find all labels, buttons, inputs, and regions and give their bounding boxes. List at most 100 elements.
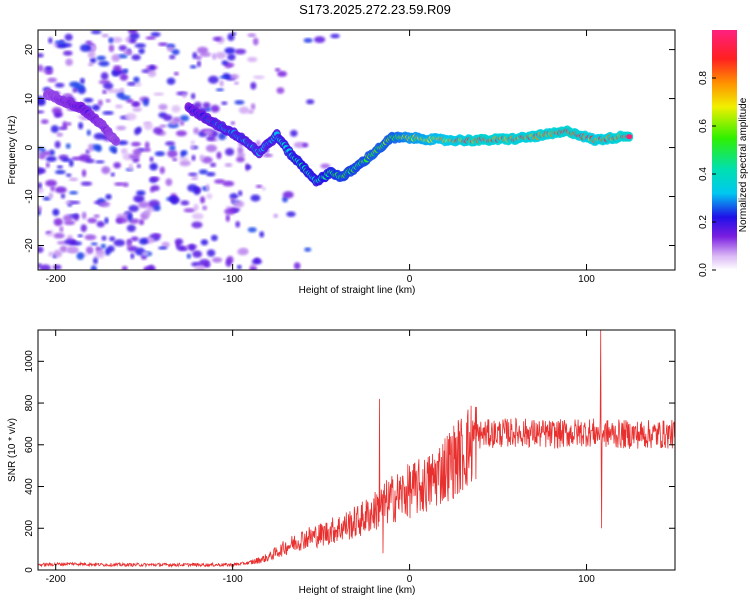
noise-speck <box>193 203 199 211</box>
noise-speck <box>188 172 198 177</box>
noise-speck <box>45 179 57 187</box>
noise-speck <box>114 182 125 186</box>
noise-speck <box>89 57 97 64</box>
noise-speck <box>128 204 139 213</box>
noise-speck <box>229 73 240 80</box>
noise-speck <box>136 164 141 168</box>
noise-speck <box>62 50 73 56</box>
spectrogram-frame <box>37 29 676 271</box>
noise-speck <box>247 56 258 63</box>
noise-speck <box>236 152 246 158</box>
noise-speck <box>50 125 59 133</box>
noise-speck <box>56 42 67 49</box>
noise-speck <box>180 200 190 206</box>
noise-speck <box>169 120 178 126</box>
noise-speck <box>93 200 101 205</box>
noise-speck <box>192 250 203 258</box>
noise-speck <box>108 44 115 53</box>
noise-speck <box>273 213 279 218</box>
noise-speck <box>212 36 222 42</box>
noise-speck <box>225 205 233 210</box>
snr-y-label: SNR (10 * v/v) <box>7 418 18 482</box>
noise-speck <box>39 264 51 270</box>
noise-speck <box>206 193 213 200</box>
noise-speck <box>68 177 79 182</box>
noise-speck <box>169 54 176 60</box>
noise-speck <box>209 162 217 168</box>
noise-speck <box>183 208 195 213</box>
noise-speck <box>38 246 44 254</box>
noise-speck <box>138 219 145 226</box>
noise-speck <box>98 60 110 67</box>
spectrogram-background <box>38 30 675 270</box>
noise-speck <box>290 129 298 137</box>
noise-speck <box>211 257 223 263</box>
noise-speck <box>111 54 121 62</box>
ridge-core <box>626 134 633 140</box>
noise-speck <box>92 257 98 265</box>
noise-speck <box>179 120 185 126</box>
noise-speck <box>173 71 179 76</box>
noise-speck <box>250 82 257 90</box>
noise-speck <box>215 51 227 59</box>
noise-speck <box>245 163 250 172</box>
noise-speck <box>105 98 111 103</box>
y-tick-label: 0 <box>24 144 35 150</box>
spectrogram-y-label: Frequency (Hz) <box>7 116 18 185</box>
noise-speck <box>210 104 220 113</box>
noise-speck <box>221 101 228 106</box>
noise-speck <box>306 99 315 105</box>
noise-speck <box>86 129 91 136</box>
noise-speck <box>93 214 100 218</box>
noise-speck <box>293 262 301 270</box>
noise-speck <box>130 253 135 260</box>
noise-speck <box>108 37 114 44</box>
noise-speck <box>234 48 247 55</box>
noise-speck <box>205 144 218 153</box>
noise-speck <box>234 81 239 85</box>
noise-speck <box>232 200 245 208</box>
x-tick-label: 0 <box>407 274 413 285</box>
y-tick-label: 20 <box>24 44 35 56</box>
y-tick-label: -20 <box>24 238 35 253</box>
noise-speck <box>164 141 176 146</box>
noise-speck <box>38 110 45 114</box>
noise-speck <box>330 33 340 39</box>
noise-speck <box>128 163 133 172</box>
noise-speck <box>85 40 93 45</box>
noise-speck <box>54 82 65 88</box>
y-tick-label: 200 <box>24 519 35 536</box>
noise-speck <box>143 148 151 152</box>
colorbar: 0.0 0.2 0.4 0.6 0.8 Normalized spectral ampl… <box>698 30 749 277</box>
noise-speck <box>65 58 73 66</box>
noise-speck <box>127 213 133 222</box>
noise-speck <box>133 194 145 203</box>
noise-speck <box>191 221 203 229</box>
noise-speck <box>186 253 191 259</box>
noise-speck <box>48 251 54 257</box>
noise-speck <box>102 111 114 115</box>
noise-speck <box>212 53 217 60</box>
noise-speck <box>109 236 116 242</box>
noise-speck <box>101 166 111 175</box>
y-tick-label: 10 <box>24 93 35 105</box>
noise-speck <box>54 140 61 149</box>
noise-speck <box>92 104 101 111</box>
noise-speck <box>150 185 160 192</box>
y-tick-label: 400 <box>24 478 35 495</box>
noise-speck <box>85 246 94 255</box>
noise-speck <box>250 194 261 202</box>
noise-speck <box>191 176 199 180</box>
y-tick-label: 800 <box>24 394 35 411</box>
noise-speck <box>175 130 187 137</box>
snr-x-ticks: -200 -100 0 100 <box>46 330 595 585</box>
noise-speck <box>116 217 129 224</box>
noise-speck <box>230 121 235 125</box>
noise-speck <box>159 124 167 128</box>
noise-speck <box>191 154 196 161</box>
noise-speck <box>100 243 107 249</box>
noise-speck <box>286 211 296 217</box>
noise-speck <box>227 53 236 61</box>
noise-speck <box>110 172 115 177</box>
noise-speck <box>177 245 185 251</box>
